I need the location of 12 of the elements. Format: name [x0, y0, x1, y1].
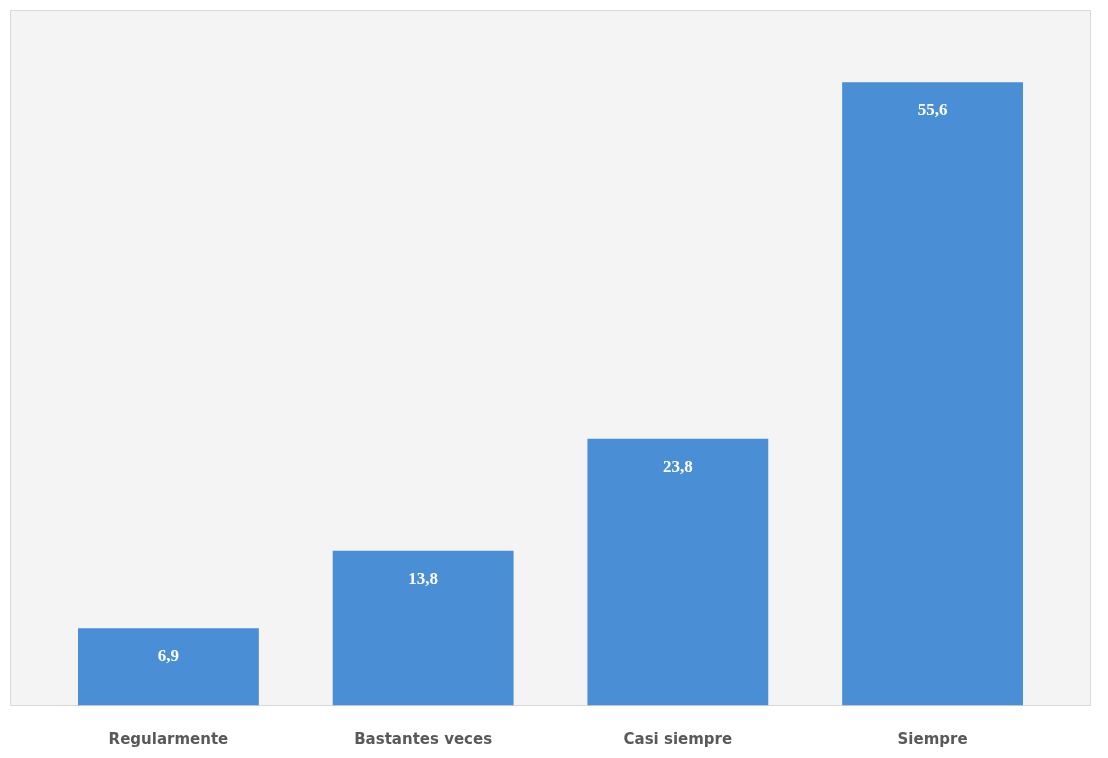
bar [332, 550, 514, 706]
bar [587, 438, 769, 706]
data-label: 13,8 [408, 568, 439, 588]
x-tick-label: Siempre [897, 729, 968, 748]
bar [842, 82, 1023, 706]
data-label: 55,6 [917, 100, 948, 120]
data-label: 23,8 [662, 456, 693, 476]
x-tick-label: Casi siempre [623, 729, 733, 748]
bar [78, 628, 259, 706]
x-tick-label: Bastantes veces [354, 729, 493, 748]
x-tick-label: Regularmente [108, 729, 229, 748]
data-label: 6,9 [157, 646, 180, 666]
